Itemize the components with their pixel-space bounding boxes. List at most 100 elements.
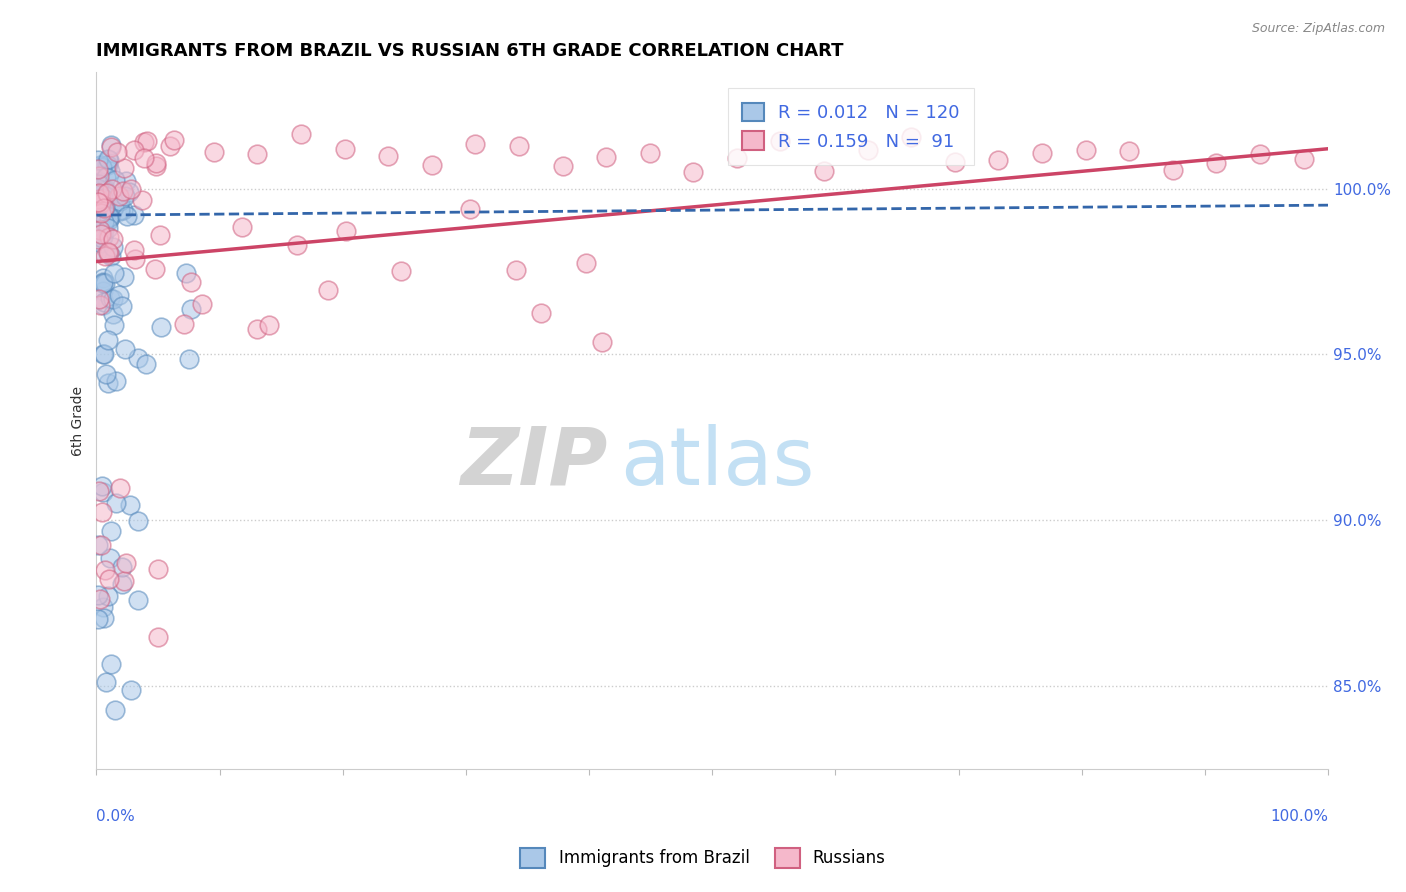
- Point: [91, 284, 114, 298]
- Point: [458, 202, 481, 217]
- Point: [93, 183, 115, 197]
- Point: [87, 153, 110, 167]
- Y-axis label: 6th Grade: 6th Grade: [72, 386, 86, 456]
- Point: [103, 266, 125, 280]
- Point: [89, 223, 111, 237]
- Point: [257, 318, 280, 332]
- Point: [105, 145, 128, 160]
- Point: [943, 154, 966, 169]
- Point: [900, 129, 922, 144]
- Point: [111, 184, 134, 198]
- Point: [94, 181, 117, 195]
- Point: [89, 298, 111, 312]
- Point: [89, 169, 111, 184]
- Point: [135, 357, 157, 371]
- Point: [136, 134, 159, 148]
- Point: [86, 197, 108, 211]
- Point: [1161, 163, 1184, 178]
- Point: [97, 590, 120, 604]
- Point: [91, 229, 114, 244]
- Point: [389, 264, 412, 278]
- Point: [91, 505, 114, 519]
- Point: [90, 231, 112, 245]
- Point: [91, 201, 114, 215]
- Point: [98, 153, 121, 167]
- Point: [87, 214, 110, 228]
- Point: [94, 367, 117, 381]
- Point: [122, 143, 145, 157]
- Point: [90, 196, 112, 211]
- Point: [202, 145, 225, 160]
- Point: [87, 192, 110, 206]
- Point: [93, 206, 115, 220]
- Point: [120, 682, 142, 697]
- Point: [159, 139, 181, 153]
- Text: atlas: atlas: [620, 424, 814, 501]
- Point: [97, 210, 120, 224]
- Point: [769, 135, 792, 149]
- Point: [146, 630, 169, 644]
- Point: [100, 291, 122, 305]
- Point: [246, 321, 269, 335]
- Point: [145, 159, 167, 173]
- Point: [591, 334, 613, 349]
- Point: [98, 550, 121, 565]
- Point: [246, 147, 269, 161]
- Point: [89, 194, 111, 209]
- Point: [101, 205, 124, 219]
- Text: IMMIGRANTS FROM BRAZIL VS RUSSIAN 6TH GRADE CORRELATION CHART: IMMIGRANTS FROM BRAZIL VS RUSSIAN 6TH GR…: [97, 42, 844, 60]
- Point: [530, 306, 553, 320]
- Point: [90, 236, 112, 251]
- Point: [112, 574, 135, 588]
- Point: [97, 572, 120, 586]
- Point: [90, 195, 112, 210]
- Point: [91, 485, 114, 500]
- Point: [131, 193, 153, 207]
- Point: [101, 307, 124, 321]
- Point: [143, 262, 166, 277]
- Point: [508, 139, 530, 153]
- Point: [91, 275, 114, 289]
- Point: [103, 318, 125, 332]
- Point: [86, 181, 108, 195]
- Point: [87, 178, 110, 192]
- Point: [551, 159, 574, 173]
- Point: [118, 185, 141, 199]
- Point: [91, 186, 114, 200]
- Point: [813, 164, 835, 178]
- Point: [127, 351, 149, 366]
- Point: [682, 164, 704, 178]
- Point: [96, 158, 118, 172]
- Point: [91, 270, 114, 285]
- Point: [90, 537, 112, 551]
- Text: ZIP: ZIP: [460, 424, 607, 501]
- Point: [100, 138, 122, 153]
- Point: [163, 133, 186, 147]
- Point: [290, 127, 312, 141]
- Point: [86, 245, 108, 260]
- Point: [122, 208, 145, 222]
- Point: [127, 593, 149, 607]
- Point: [86, 612, 108, 626]
- Point: [127, 514, 149, 528]
- Point: [103, 292, 125, 306]
- Point: [87, 186, 110, 200]
- Point: [108, 203, 131, 218]
- Point: [90, 198, 112, 212]
- Point: [190, 297, 212, 311]
- Point: [87, 194, 110, 209]
- Point: [134, 135, 156, 149]
- Point: [98, 163, 121, 178]
- Point: [91, 346, 114, 360]
- Point: [86, 208, 108, 222]
- Point: [108, 481, 131, 495]
- Point: [97, 334, 120, 348]
- Point: [103, 200, 125, 214]
- Point: [96, 170, 118, 185]
- Point: [90, 216, 112, 230]
- Point: [96, 245, 118, 260]
- Point: [89, 211, 111, 225]
- Point: [177, 351, 200, 366]
- Point: [89, 591, 111, 606]
- Point: [101, 240, 124, 254]
